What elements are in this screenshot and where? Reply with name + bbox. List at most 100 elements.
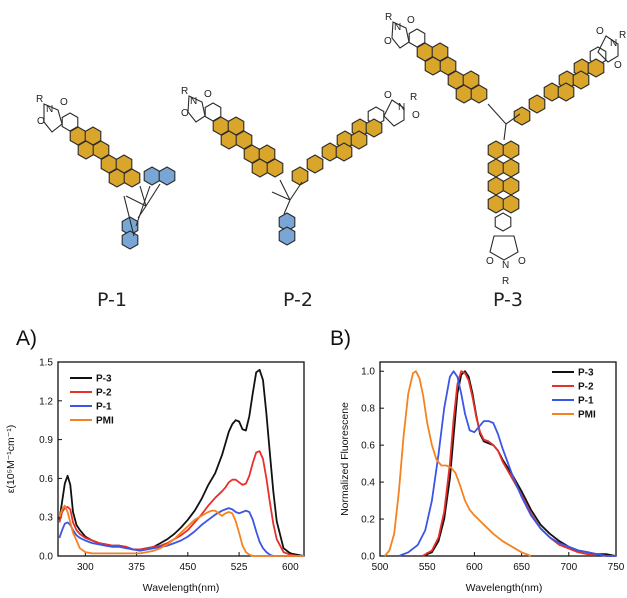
legend-label-p-1: P-1 bbox=[96, 402, 112, 413]
p1-atom-o1: O bbox=[60, 97, 68, 108]
x-tick-label: 650 bbox=[513, 562, 530, 573]
x-tick-label: 300 bbox=[77, 562, 94, 573]
series-line-p-1 bbox=[58, 507, 304, 557]
legend-label-p-2: P-2 bbox=[96, 388, 112, 399]
p3-atom-r-bottom: R bbox=[502, 276, 509, 287]
p2-atom-o2-left: O bbox=[181, 108, 189, 119]
y-tick-label: 0.6 bbox=[39, 474, 53, 485]
molecule-p3: R N O O O N R O O N O R P-3 bbox=[384, 12, 626, 311]
molecule-p1: R N O O P-1 bbox=[36, 94, 176, 311]
legend-label-p-2: P-2 bbox=[578, 382, 594, 393]
chart-b-y-ticks: 0.0 0.2 0.4 0.6 0.8 1.0 bbox=[361, 367, 384, 563]
series-line-pmi bbox=[384, 370, 532, 557]
p3-atom-o2-bottom: O bbox=[518, 256, 526, 267]
p3-atom-o1-upper-right: O bbox=[596, 26, 604, 37]
chart-b-ylabel: Normalized Fluorescene bbox=[339, 402, 351, 516]
chart-b-plot-frame bbox=[379, 361, 617, 557]
series-line-p-2 bbox=[422, 370, 616, 557]
p3-imide-ring-bottom bbox=[489, 235, 519, 261]
p3-atom-n-bottom: N bbox=[502, 260, 509, 271]
p1-perylene-arm bbox=[61, 112, 141, 188]
legend-label-pmi: PMI bbox=[96, 416, 114, 427]
chart-b-legend: P-3 P-2 P-1 PMI bbox=[552, 368, 596, 421]
p2-atom-n-right: N bbox=[398, 102, 405, 113]
series-line-p-3 bbox=[58, 368, 305, 557]
molecule-p2: R N O O N R O O P-2 bbox=[181, 86, 420, 311]
p1-triptycene-core bbox=[123, 183, 161, 237]
p2-perylene-arm-left bbox=[204, 102, 284, 178]
series-line-p-1 bbox=[398, 370, 616, 557]
x-tick-label: 600 bbox=[282, 562, 299, 573]
x-tick-label: 525 bbox=[231, 562, 248, 573]
y-tick-label: 0.9 bbox=[39, 435, 53, 446]
x-tick-label: 600 bbox=[466, 562, 483, 573]
molecule-label-p1: P-1 bbox=[97, 289, 127, 311]
p2-naphthalene-blue bbox=[278, 212, 296, 246]
chart-b-x-ticks: 500 550 600 650 700 750 bbox=[372, 552, 625, 573]
chart-b: B) 500 550 600 650 700 750 0.0 0.2 0.4 0.6 0.8 1.0… bbox=[330, 327, 625, 594]
p1-atom-r: R bbox=[36, 94, 43, 105]
panel-letter-b: B) bbox=[330, 327, 351, 350]
y-tick-label: 0.4 bbox=[361, 478, 375, 489]
p2-imide-ring-right bbox=[383, 99, 405, 127]
y-tick-label: 0.6 bbox=[361, 441, 375, 452]
p1-atom-o2: O bbox=[37, 116, 45, 127]
chart-a-plot-frame bbox=[57, 361, 305, 557]
p3-imide-ring-upper-left bbox=[391, 21, 410, 49]
chart-a-ylabel: ε(10⁵M⁻¹cm⁻¹) bbox=[5, 425, 17, 494]
legend-label-p-1: P-1 bbox=[578, 396, 594, 407]
p3-atom-r-upper-left: R bbox=[385, 12, 392, 23]
x-tick-label: 500 bbox=[372, 562, 389, 573]
legend-label-pmi: PMI bbox=[578, 410, 596, 421]
x-tick-label: 375 bbox=[128, 562, 145, 573]
p3-imide-ring-upper-right bbox=[597, 35, 619, 63]
p3-perylene-arm-upper-right bbox=[513, 46, 607, 126]
y-tick-label: 1.0 bbox=[361, 367, 375, 378]
y-tick-label: 0.8 bbox=[361, 404, 375, 415]
p2-atom-r-left: R bbox=[181, 86, 188, 97]
p3-triptycene-core bbox=[487, 103, 521, 141]
x-tick-label: 750 bbox=[608, 562, 625, 573]
molecule-label-p3: P-3 bbox=[493, 289, 523, 311]
x-tick-label: 700 bbox=[560, 562, 577, 573]
p2-atom-o1-right: O bbox=[384, 90, 392, 101]
y-tick-label: 0.3 bbox=[39, 513, 53, 524]
y-tick-label: 0.0 bbox=[361, 552, 375, 563]
p2-triptycene-core bbox=[271, 179, 303, 215]
p2-perylene-arm-right bbox=[291, 106, 385, 186]
p3-atom-o1-bottom: O bbox=[486, 256, 494, 267]
p3-atom-n-upper-right: N bbox=[610, 38, 617, 49]
p3-perylene-arm-bottom bbox=[487, 140, 520, 232]
y-tick-label: 1.2 bbox=[39, 396, 53, 407]
y-tick-label: 1.5 bbox=[39, 358, 53, 369]
p2-atom-n-left: N bbox=[190, 96, 197, 107]
y-tick-label: 0.0 bbox=[39, 552, 53, 563]
panel-letter-a: A) bbox=[16, 327, 37, 350]
p3-perylene-arm-upper-left bbox=[408, 28, 488, 104]
p3-atom-r-upper-right: R bbox=[619, 30, 626, 41]
molecule-label-p2: P-2 bbox=[283, 289, 313, 311]
series-line-p-2 bbox=[58, 450, 304, 557]
chart-a-xlabel: Wavelength(nm) bbox=[143, 582, 220, 594]
p2-imide-ring-left bbox=[187, 95, 206, 123]
legend-label-p-3: P-3 bbox=[96, 374, 112, 385]
p2-atom-o2-right: O bbox=[412, 110, 420, 121]
p3-atom-n-upper-left: N bbox=[394, 22, 401, 33]
p2-atom-r-right: R bbox=[410, 92, 417, 103]
chart-b-series bbox=[384, 370, 617, 557]
legend-label-p-3: P-3 bbox=[578, 368, 594, 379]
y-tick-label: 0.2 bbox=[361, 515, 375, 526]
p3-atom-o2-upper-left: O bbox=[384, 36, 392, 47]
p3-atom-o2-upper-right: O bbox=[614, 60, 622, 71]
series-line-pmi bbox=[58, 504, 304, 557]
x-tick-label: 450 bbox=[179, 562, 196, 573]
p1-imide-ring bbox=[43, 103, 63, 133]
chart-a: A) 300 375 450 525 600 0.0 0.3 0.6 0.9 1.2 1.5 P-… bbox=[5, 327, 305, 594]
p1-atom-n: N bbox=[46, 104, 53, 115]
chart-a-series bbox=[58, 368, 305, 557]
p3-atom-o1-upper-left: O bbox=[407, 15, 415, 26]
chart-b-xlabel: Wavelength(nm) bbox=[466, 582, 543, 594]
p2-atom-o1-left: O bbox=[204, 89, 212, 100]
chart-a-legend: P-3 P-2 P-1 PMI bbox=[70, 374, 114, 427]
